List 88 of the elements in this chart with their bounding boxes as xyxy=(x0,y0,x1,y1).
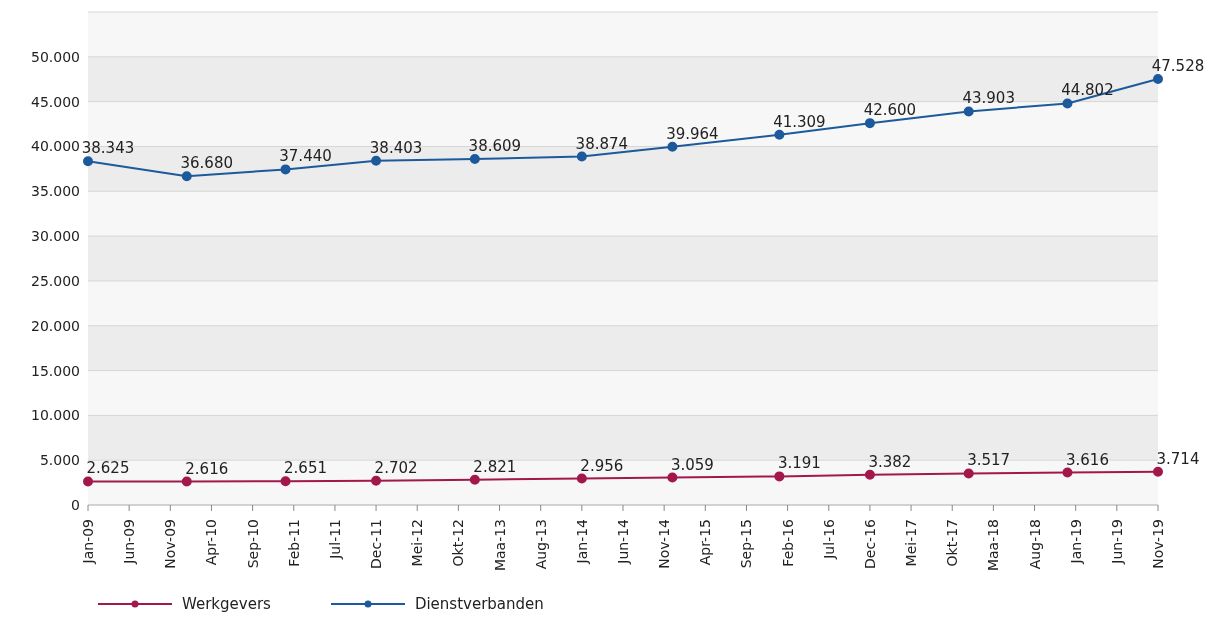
data-label: 2.625 xyxy=(86,459,130,478)
point xyxy=(1062,98,1073,109)
x-tick-label: Jan-19 xyxy=(1067,519,1084,565)
point xyxy=(864,469,875,480)
y-tick-label: 35.000 xyxy=(31,183,80,200)
x-tick-label: Jun-14 xyxy=(615,518,631,565)
point xyxy=(83,476,93,487)
x-tick-label: Aug-13 xyxy=(532,519,549,570)
y-tick-label: 20.000 xyxy=(31,317,80,334)
data-label: 2.956 xyxy=(580,456,624,475)
y-tick-label: 40.000 xyxy=(31,138,80,155)
data-label: 3.616 xyxy=(1065,450,1109,469)
x-tick-label: Jan-09 xyxy=(80,519,96,565)
x-tick-label: Aug-18 xyxy=(1026,519,1043,570)
data-label: 3.191 xyxy=(777,454,821,473)
x-tick-label: Feb-11 xyxy=(285,519,302,567)
y-tick-label: 50.000 xyxy=(31,48,80,65)
data-label: 2.651 xyxy=(284,459,328,478)
point xyxy=(469,153,480,164)
data-label: 2.821 xyxy=(473,457,517,476)
data-label: 47.528 xyxy=(1151,56,1205,75)
data-label: 41.309 xyxy=(773,112,826,131)
point xyxy=(181,171,192,182)
y-tick-label: 45.000 xyxy=(31,93,80,110)
point xyxy=(1153,466,1163,477)
x-tick-label: Okt-17 xyxy=(944,519,961,567)
point xyxy=(774,129,785,140)
data-label: 38.343 xyxy=(81,139,135,158)
data-label: 37.440 xyxy=(279,147,332,166)
x-tick-label: Dec-16 xyxy=(861,518,878,569)
point xyxy=(280,164,291,175)
data-label: 38.403 xyxy=(369,138,423,157)
point xyxy=(371,475,382,486)
x-tick-label: Maa-18 xyxy=(985,519,1002,572)
data-label: 2.616 xyxy=(185,459,229,478)
point xyxy=(181,476,192,487)
y-tick-label: 15.000 xyxy=(31,362,80,379)
point xyxy=(83,156,93,167)
data-label: 3.517 xyxy=(967,451,1011,470)
data-label: 3.714 xyxy=(1156,449,1200,468)
x-tick-label: Mei-12 xyxy=(409,519,426,567)
x-tick-label: Nov-14 xyxy=(656,518,673,569)
point xyxy=(1153,73,1163,84)
data-label: 2.702 xyxy=(374,458,418,477)
x-tick-label: Feb-16 xyxy=(779,518,796,567)
data-label: 38.609 xyxy=(468,136,522,155)
x-tick-label: Okt-12 xyxy=(450,519,467,567)
point xyxy=(774,471,785,482)
x-tick-label: Dec-11 xyxy=(368,519,385,569)
data-label: 3.059 xyxy=(670,455,714,474)
point xyxy=(576,473,587,484)
point xyxy=(576,151,587,162)
x-tick-label: Nov-19 xyxy=(1150,519,1166,569)
data-label: 3.382 xyxy=(868,452,912,471)
point xyxy=(1062,467,1073,478)
point xyxy=(963,468,974,479)
data-label: 36.680 xyxy=(180,154,234,173)
point xyxy=(864,118,875,129)
y-tick-label: 10.000 xyxy=(31,407,80,424)
point xyxy=(280,476,291,487)
x-tick-label: Sep-15 xyxy=(738,519,755,569)
x-tick-label: Jun-09 xyxy=(121,519,138,565)
x-tick-label: Maa-13 xyxy=(491,519,508,572)
y-tick-label: 5.000 xyxy=(39,452,80,469)
x-tick-label: Jul-16 xyxy=(820,518,837,560)
point xyxy=(469,474,480,485)
point xyxy=(667,141,678,152)
point xyxy=(371,155,382,166)
y-tick-label: 25.000 xyxy=(31,272,80,289)
y-tick-label: 30.000 xyxy=(31,228,80,245)
data-label: 42.600 xyxy=(863,101,917,120)
x-tick-label: Apr-10 xyxy=(203,519,220,566)
data-label: 39.964 xyxy=(666,124,719,143)
x-tick-label: Mei-17 xyxy=(903,519,920,567)
x-tick-label: Sep-10 xyxy=(244,519,261,569)
legend-label: Werkgevers xyxy=(182,595,271,613)
y-tick-label: 0 xyxy=(71,496,80,513)
data-label: 43.903 xyxy=(962,89,1015,108)
data-label: 44.802 xyxy=(1061,81,1114,100)
x-tick-label: Jun-19 xyxy=(1108,519,1125,565)
data-label: 38.874 xyxy=(575,134,629,153)
x-tick-label: Nov-09 xyxy=(162,519,179,569)
point xyxy=(963,106,974,117)
x-tick-label: Jul-11 xyxy=(326,519,343,560)
x-tick-label: Apr-15 xyxy=(697,519,714,566)
x-tick-label: Jan-14 xyxy=(573,518,590,565)
legend-label: Dienstverbanden xyxy=(414,595,544,613)
point xyxy=(667,472,678,483)
